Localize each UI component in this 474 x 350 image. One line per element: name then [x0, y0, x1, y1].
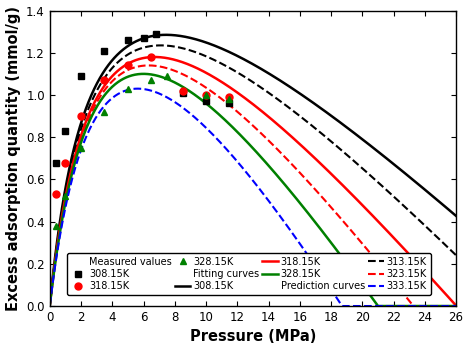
Y-axis label: Excess adsorption quantity (mmol/g): Excess adsorption quantity (mmol/g)	[6, 6, 20, 311]
X-axis label: Pressure (MPa): Pressure (MPa)	[190, 329, 316, 344]
Legend: Measured values, 308.15K, 318.15K, 328.15K, Fitting curves, 308.15K, 318.15K, 32: Measured values, 308.15K, 318.15K, 328.1…	[67, 253, 430, 295]
